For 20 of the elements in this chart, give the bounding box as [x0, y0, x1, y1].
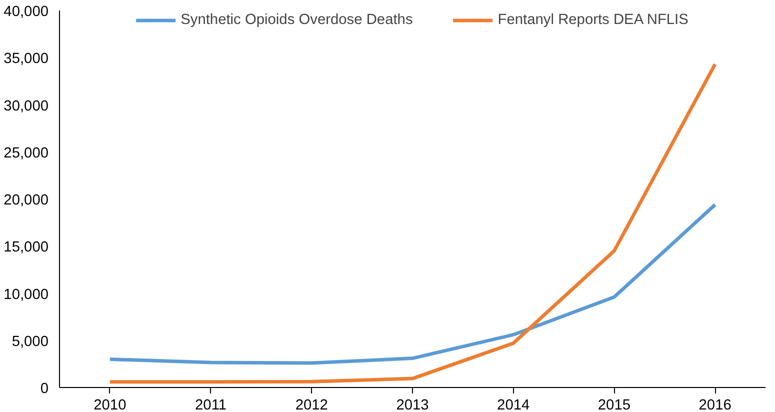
legend-label: Fentanyl Reports DEA NFLIS [498, 12, 688, 28]
y-tick-label: 0 [40, 381, 49, 397]
x-tick-label: 2015 [598, 398, 631, 412]
y-tick-label: 5,000 [12, 334, 49, 350]
x-tick-label: 2014 [497, 398, 530, 412]
x-tick-label: 2016 [698, 398, 732, 412]
x-tick-label: 2012 [295, 398, 328, 412]
y-tick-label: 10,000 [4, 286, 48, 303]
y-tick-label: 25,000 [4, 145, 48, 162]
y-tick-label: 40,000 [4, 4, 48, 20]
y-tick-label: 30,000 [4, 98, 48, 114]
line-series [108, 202, 717, 365]
x-tick-label: 2013 [396, 398, 429, 412]
x-tick-label: 2010 [94, 398, 126, 412]
y-tick-label: 35,000 [4, 51, 48, 68]
y-tick-label: 20,000 [4, 192, 48, 208]
legend-label: Synthetic Opioids Overdose Deaths [180, 12, 413, 28]
line-series [108, 62, 717, 384]
x-tick-label: 2011 [195, 398, 227, 412]
y-tick-label: 15,000 [4, 240, 48, 256]
